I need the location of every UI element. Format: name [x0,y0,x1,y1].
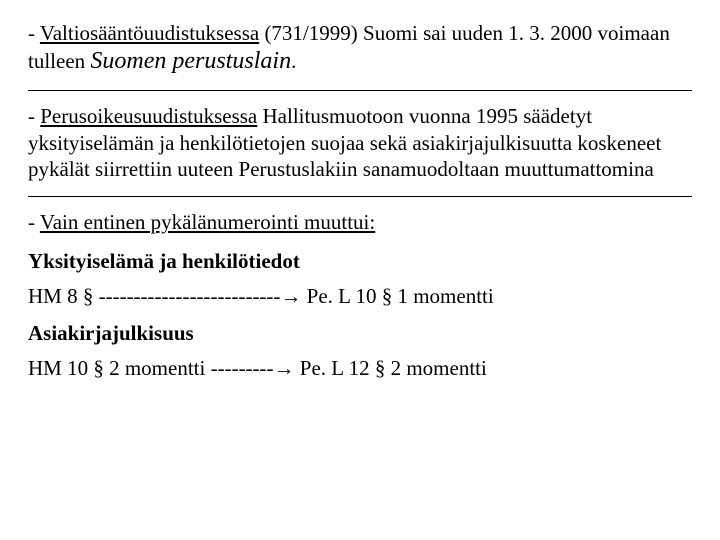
heading-1: Yksityiselämä ja henkilötiedot [28,249,692,274]
divider-2 [28,196,692,197]
underlined-term-1: Valtiosääntöuudistuksessa [40,21,259,45]
divider-1 [28,90,692,91]
paragraph-3: - Vain entinen pykälänumerointi muuttui: [28,209,692,235]
dash: - [28,21,40,45]
mapping-line-1: HM 8 § --------------------------→ Pe. L… [28,284,692,309]
map2-right: Pe. L 12 § 2 momentti [295,356,487,380]
dash: - [28,210,40,234]
paragraph-2: - Perusoikeusuudistuksessa Hallitusmuoto… [28,103,692,182]
dash: - [28,104,40,128]
map1-right: Pe. L 10 § 1 momentti [301,284,493,308]
heading-2: Asiakirjajulkisuus [28,321,692,346]
map1-left: HM 8 § [28,284,99,308]
map1-dashes: -------------------------- [99,284,281,308]
text-1b: . [291,49,296,73]
arrow-icon: → [280,284,301,308]
paragraph-1: - Valtiosääntöuudistuksessa (731/1999) S… [28,20,692,76]
map2-left: HM 10 § 2 momentti [28,356,211,380]
underlined-term-3: Vain entinen pykälänumerointi muuttui: [40,210,375,234]
arrow-icon: → [274,356,295,380]
map2-dashes: --------- [211,356,274,380]
italic-term-1: Suomen perustuslain [90,48,291,74]
underlined-term-2: Perusoikeusuudistuksessa [40,104,257,128]
mapping-line-2: HM 10 § 2 momentti ---------→ Pe. L 12 §… [28,356,692,381]
document-page: - Valtiosääntöuudistuksessa (731/1999) S… [0,0,720,411]
